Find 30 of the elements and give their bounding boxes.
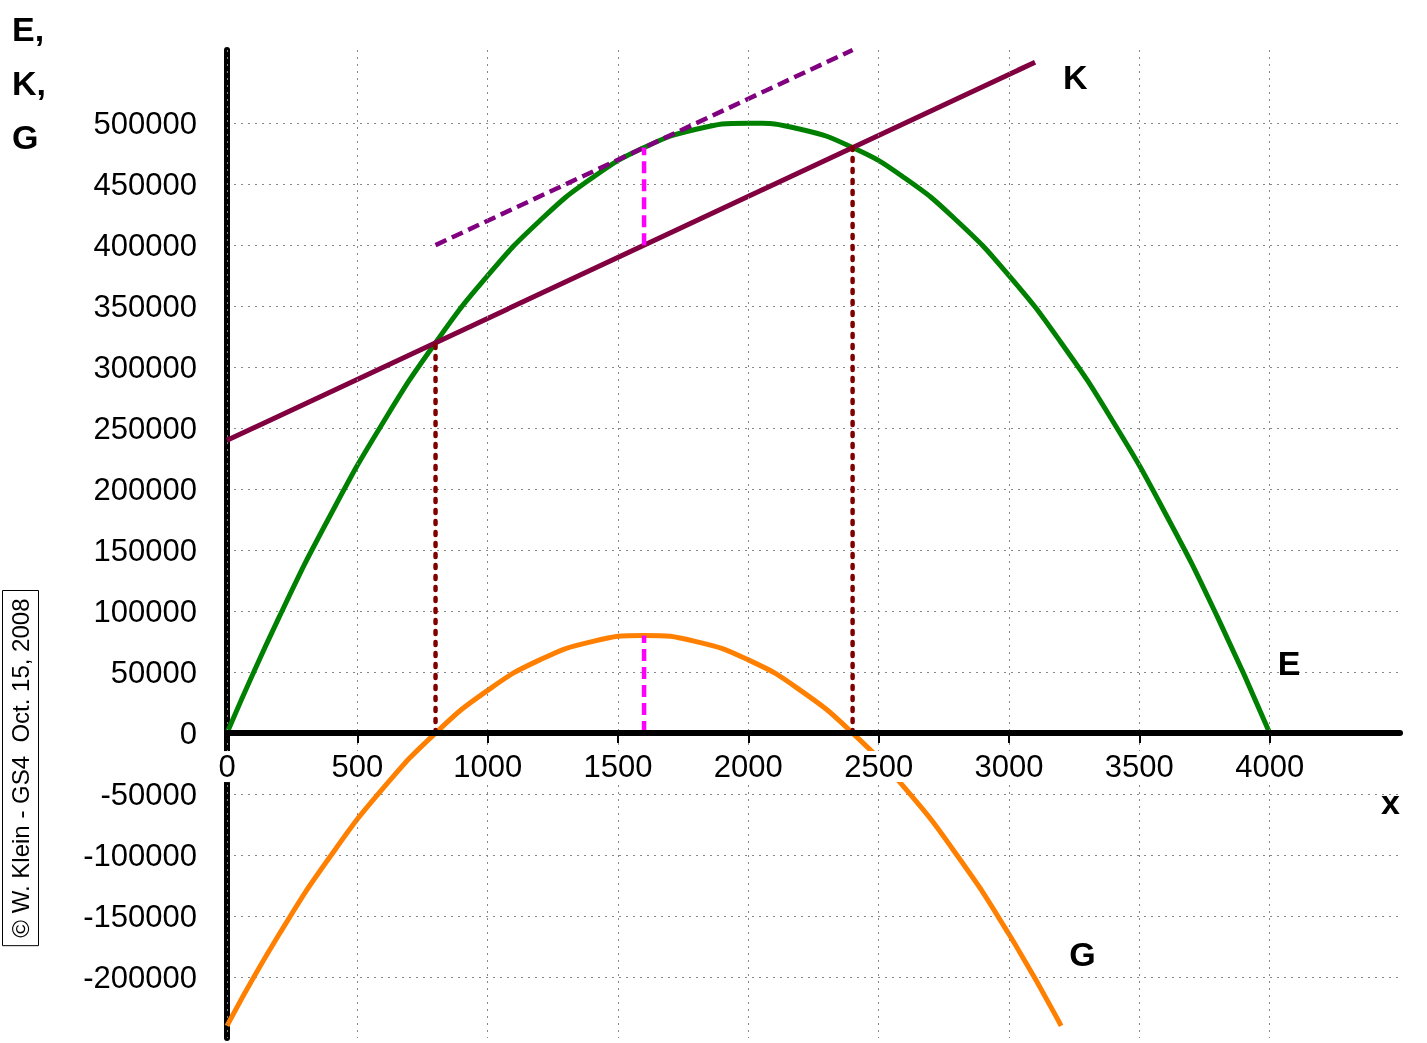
text: © W. Klein - GS4 Oct. 15, 2008 xyxy=(7,598,34,938)
x-axis-title: x xyxy=(1381,783,1401,822)
x-tick-label: 2500 xyxy=(844,749,914,785)
y-tick-label: 50000 xyxy=(110,654,197,690)
y-tick-label: 350000 xyxy=(93,288,197,324)
series-label: G xyxy=(1069,934,1096,973)
y-tick-label: 450000 xyxy=(93,166,197,202)
x-tick-label: 0 xyxy=(218,749,236,785)
y-tick-label: 150000 xyxy=(93,532,197,568)
y-tick-label: 250000 xyxy=(93,410,197,446)
y-tick-label: -50000 xyxy=(100,776,197,812)
y-tick-label: 200000 xyxy=(93,471,197,507)
y-tick-label: -200000 xyxy=(83,959,197,995)
x-tick-label: 3000 xyxy=(974,749,1044,785)
x-tick-label: 500 xyxy=(331,749,384,785)
y-axis-title: E, K, G xyxy=(12,10,46,156)
y-tick-label: 0 xyxy=(179,715,197,751)
y-tick-label: 500000 xyxy=(93,105,197,141)
y-tick-label: 100000 xyxy=(93,593,197,629)
series-label: K xyxy=(1063,58,1089,97)
x-tick-label: 2000 xyxy=(713,749,783,785)
y-tick-label: 300000 xyxy=(93,349,197,385)
y-tick-label: 400000 xyxy=(93,227,197,263)
x-tick-label: 1000 xyxy=(453,749,523,785)
y-tick-label: -150000 xyxy=(83,898,197,934)
x-tick-label: 3500 xyxy=(1104,749,1174,785)
x-tick-label: 4000 xyxy=(1235,749,1305,785)
series-label: E xyxy=(1277,644,1301,683)
y-tick-label: -100000 xyxy=(83,837,197,873)
x-tick-label: 1500 xyxy=(583,749,653,785)
